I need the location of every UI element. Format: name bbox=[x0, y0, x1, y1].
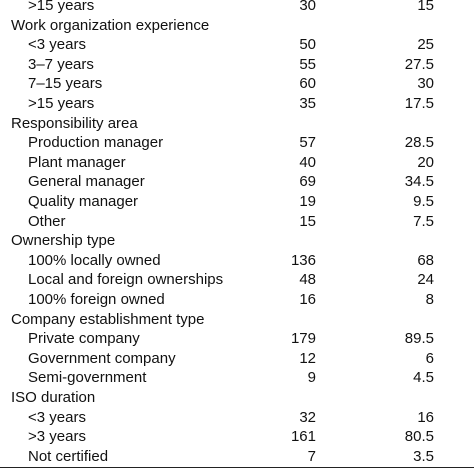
row-label: Government company bbox=[28, 349, 176, 367]
count-cell: 12 bbox=[299, 349, 316, 367]
row-label: Quality manager bbox=[28, 193, 139, 210]
percent-cell: 15 bbox=[417, 0, 434, 14]
percent-cell: 30 bbox=[417, 75, 434, 93]
percent-cell: 89.5 bbox=[404, 330, 434, 348]
row-label: Other bbox=[28, 212, 66, 230]
percent-cell: 28.5 bbox=[404, 134, 434, 152]
count-cell: 7 bbox=[307, 447, 316, 465]
percent-cell: 24 bbox=[417, 271, 434, 289]
row-label: 100% foreign owned bbox=[28, 291, 165, 308]
count-cell: 50 bbox=[299, 36, 316, 54]
row-label: <3 years bbox=[28, 408, 86, 426]
count-cell: 136 bbox=[290, 251, 316, 269]
count-cell: 40 bbox=[299, 153, 316, 171]
count-cell: 161 bbox=[290, 428, 316, 446]
count-cell: 57 bbox=[299, 134, 316, 152]
percent-cell: 4.5 bbox=[413, 369, 434, 387]
percent-cell: 3.5 bbox=[413, 447, 434, 465]
section-title: Company establishment type bbox=[11, 310, 205, 328]
count-cell: 179 bbox=[290, 330, 316, 348]
count-cell: 19 bbox=[299, 193, 316, 210]
count-cell: 15 bbox=[299, 212, 316, 230]
percent-cell: 34.5 bbox=[404, 173, 434, 191]
row-label: 3–7 years bbox=[28, 55, 94, 73]
row-label: Not certified bbox=[28, 447, 109, 465]
row-label: Semi-government bbox=[28, 369, 147, 387]
count-cell: 9 bbox=[307, 369, 316, 387]
row-label: >15 years bbox=[28, 95, 95, 112]
percent-cell: 20 bbox=[417, 153, 434, 171]
row-label: <3 years bbox=[28, 36, 86, 54]
row-label: 7–15 years bbox=[28, 75, 103, 93]
row-label: Production manager bbox=[28, 134, 164, 152]
row-label: Plant manager bbox=[28, 153, 126, 171]
section-title: ISO duration bbox=[11, 389, 96, 406]
percent-cell: 8 bbox=[425, 291, 434, 308]
percent-cell: 7.5 bbox=[413, 212, 434, 230]
percent-cell: 68 bbox=[417, 251, 434, 269]
row-label: >15 years bbox=[28, 0, 95, 14]
row-label: 100% locally owned bbox=[28, 251, 161, 269]
count-cell: 30 bbox=[299, 0, 316, 14]
percent-cell: 6 bbox=[425, 349, 434, 367]
count-cell: 69 bbox=[299, 173, 316, 191]
count-cell: 55 bbox=[299, 55, 316, 73]
count-cell: 16 bbox=[299, 291, 316, 308]
row-label: General manager bbox=[28, 173, 145, 191]
row-label: >3 years bbox=[28, 428, 86, 446]
row-label: Local and foreign ownerships bbox=[28, 271, 224, 289]
percent-cell: 27.5 bbox=[404, 55, 434, 73]
percent-cell: 16 bbox=[417, 408, 434, 426]
row-label: Private company bbox=[28, 330, 140, 348]
count-cell: 48 bbox=[299, 271, 316, 289]
percent-cell: 25 bbox=[417, 36, 434, 54]
section-title: Work organization experience bbox=[11, 16, 210, 34]
count-cell: 60 bbox=[299, 75, 316, 93]
percent-cell: 9.5 bbox=[413, 193, 434, 210]
section-title: Ownership type bbox=[11, 232, 116, 250]
table-rule bbox=[0, 467, 474, 468]
count-cell: 35 bbox=[299, 95, 316, 112]
percent-cell: 17.5 bbox=[404, 95, 434, 112]
count-cell: 32 bbox=[299, 408, 316, 426]
section-title: Responsibility area bbox=[11, 114, 138, 132]
percent-cell: 80.5 bbox=[404, 428, 434, 446]
